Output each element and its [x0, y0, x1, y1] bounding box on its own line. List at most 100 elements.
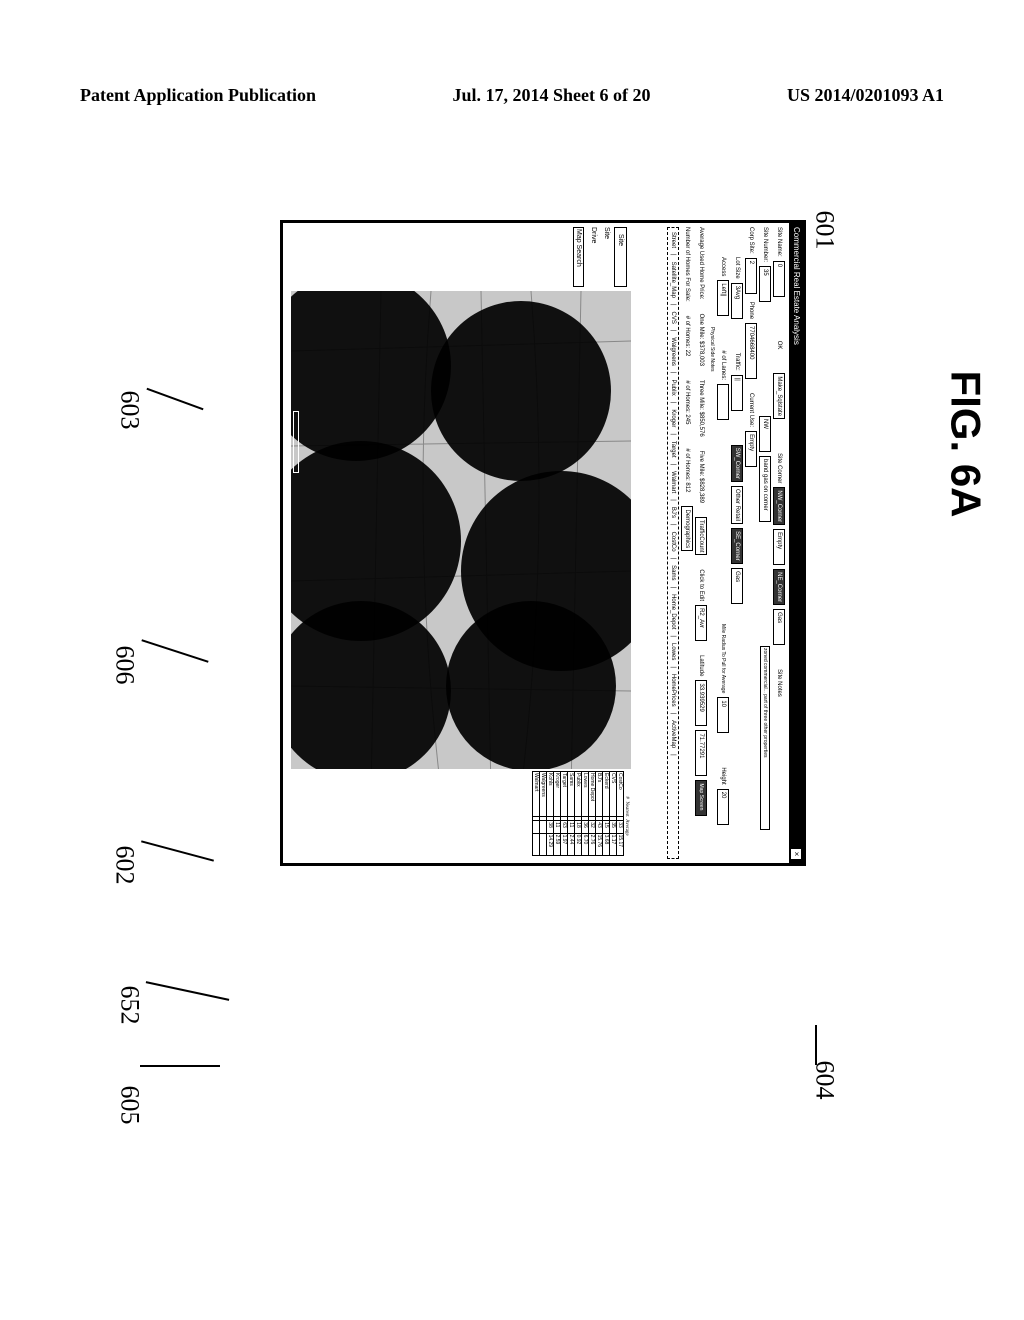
- lanes-label: # of Lanes:: [720, 350, 726, 380]
- table-cell: [540, 821, 547, 833]
- latitude[interactable]: 33.939529: [695, 680, 707, 726]
- line-604: [815, 1025, 817, 1065]
- line-606: [141, 639, 208, 663]
- avg-price-label: Average Used Home Price:: [698, 227, 704, 300]
- click-edit[interactable]: Click to Edit: [698, 569, 704, 601]
- tab-kroger[interactable]: Kroger: [670, 407, 676, 429]
- tab-sams[interactable]: Sams: [670, 563, 676, 582]
- table-cell: 36: [582, 821, 589, 833]
- tab-activemap[interactable]: ActiveMap: [670, 718, 676, 750]
- site-name-field[interactable]: 0: [773, 261, 785, 297]
- drive-item[interactable]: Drive: [590, 227, 597, 287]
- traffic[interactable]: ||: [731, 375, 743, 411]
- height[interactable]: 20: [717, 789, 729, 825]
- site-corner-label: Site Corner: [776, 453, 782, 483]
- table-cell: 32: [589, 821, 596, 833]
- lot-size-label: Lot Size: [734, 257, 740, 279]
- store-table: CostCo3315.17CVS351.17Eckerd153.68BJ's43…: [532, 771, 624, 856]
- make-sqlstate[interactable]: Make_Sqlstate: [773, 373, 785, 419]
- table-cell: Eckerd: [603, 772, 610, 817]
- line-602: [141, 840, 214, 861]
- table-cell: Kohls: [547, 772, 554, 817]
- se-corner-label: SE_Corner: [731, 528, 743, 564]
- table-cell: CostCo: [617, 772, 624, 817]
- longitude[interactable]: 71.77291: [695, 730, 707, 776]
- tab-row: Street|Satellite_Map|CVS|Walgreens|Publi…: [667, 227, 679, 859]
- table-cell: 3.68: [603, 833, 610, 855]
- table-cell: [533, 833, 540, 855]
- tab-publix[interactable]: Publix: [670, 377, 676, 397]
- map-search-item[interactable]: Map Search: [573, 227, 584, 287]
- table-row: Kroger112.59: [554, 772, 561, 856]
- tab-costco[interactable]: CostCo: [670, 530, 676, 554]
- ne-corner[interactable]: Gas: [773, 609, 785, 645]
- map-screen-btn[interactable]: Map Screen: [695, 780, 707, 816]
- map-area[interactable]: [291, 291, 631, 769]
- corp-site-label: Corp Site:: [748, 227, 754, 254]
- ref-652: 652: [115, 986, 145, 1025]
- tab-lowes[interactable]: Lowes: [670, 641, 676, 662]
- header-left: Patent Application Publication: [80, 85, 316, 106]
- corner-text[interactable]: band gas on corner: [759, 456, 771, 522]
- demographics-btn[interactable]: Demographics: [681, 506, 693, 551]
- table-cell: 2.59: [554, 833, 561, 855]
- table-row: CostCo3315.17: [617, 772, 624, 856]
- re-stat: R2_Avr: [695, 605, 707, 641]
- table-cell: [540, 833, 547, 855]
- table-cell: 18: [575, 821, 582, 833]
- radius[interactable]: 10: [717, 697, 729, 733]
- homes-sale-label: Number of Homes For Sale:: [684, 227, 690, 302]
- table-cell: Walmart: [533, 772, 540, 817]
- table-row: Lowes366.70: [582, 772, 589, 856]
- tab-bjs[interactable]: BJ's: [670, 505, 676, 520]
- line-652: [146, 981, 230, 1001]
- access[interactable]: Left||: [717, 280, 729, 316]
- tab-street[interactable]: Street: [670, 230, 676, 250]
- sw-corner[interactable]: Other Retail: [731, 486, 743, 524]
- current-use[interactable]: Empty: [745, 431, 757, 467]
- tab-walgreens[interactable]: Walgreens: [670, 335, 676, 367]
- site-box[interactable]: Site: [614, 227, 627, 287]
- traffic-count-btn[interactable]: TrafficCount: [695, 517, 707, 555]
- table-cell: Target: [561, 772, 568, 817]
- physical-label: Physical Side Notes: [709, 327, 715, 371]
- tab-target[interactable]: Target: [670, 439, 676, 460]
- site-number[interactable]: 35: [759, 266, 771, 302]
- table-cell: Publix: [575, 772, 582, 817]
- phone-label: Phone: [748, 302, 754, 319]
- form-area: Site Name: 0 OK Make_Sqlstate Site Corne…: [631, 223, 789, 863]
- table-cell: 11: [568, 821, 575, 833]
- table-cell: 1.97: [561, 833, 568, 855]
- site-number-label: Site Number:: [762, 227, 768, 262]
- site-item[interactable]: Site: [603, 227, 610, 287]
- tab-satellitemap[interactable]: Satellite_Map: [670, 260, 676, 300]
- se-corner[interactable]: Gas: [731, 568, 743, 604]
- lanes[interactable]: [717, 384, 729, 420]
- close-button[interactable]: ×: [791, 849, 801, 859]
- line-605: [140, 1065, 220, 1067]
- site-name-label: Site Name:: [776, 227, 782, 257]
- tab-homedepot[interactable]: Home_Depot: [670, 592, 676, 631]
- site-notes[interactable]: zoned commercial... part of three other …: [760, 646, 770, 830]
- table-row: Walgreens: [540, 772, 547, 856]
- table-cell: 43: [596, 821, 603, 833]
- nw-text[interactable]: NW: [759, 416, 771, 452]
- map-circle: [446, 601, 616, 769]
- tab-cvs[interactable]: CVS: [670, 310, 676, 326]
- table-cell: 0.92: [575, 833, 582, 855]
- table-row: Publix 180.92: [575, 772, 582, 856]
- nw-corner[interactable]: Empty: [773, 529, 785, 565]
- corp-site[interactable]: 2: [745, 258, 757, 294]
- phone[interactable]: 7704668400: [745, 323, 757, 379]
- table-cell: Walgreens: [540, 772, 547, 817]
- one-mile: One Mile: $378,003: [698, 314, 704, 366]
- ref-605: 605: [115, 1086, 145, 1125]
- ok-button[interactable]: OK: [776, 341, 782, 350]
- tab-homeprices[interactable]: HomePrices: [670, 672, 676, 709]
- table-cell: 15: [603, 821, 610, 833]
- title-bar: Commercial Real Estate Analysis ×: [789, 223, 803, 863]
- tab-walmart[interactable]: Walmart: [670, 469, 676, 495]
- table-cell: 15.17: [617, 833, 624, 855]
- lot-size[interactable]: 3Avg: [731, 283, 743, 319]
- ref-602: 602: [110, 846, 140, 885]
